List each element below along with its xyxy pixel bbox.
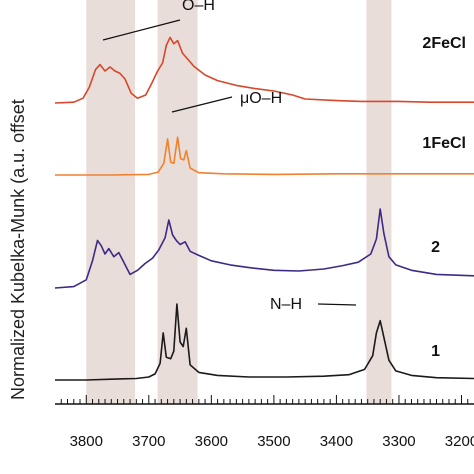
x-tick-label: 3500 xyxy=(257,433,290,450)
series-line-2 xyxy=(54,208,474,289)
mu-oh-leader-line xyxy=(171,96,233,113)
mu-oh-annotation: μO–H xyxy=(240,90,282,107)
shaded-bands xyxy=(86,0,392,404)
x-tick-label: 3300 xyxy=(382,433,415,450)
series-label-2: 2 xyxy=(431,239,440,256)
x-tick-label: 3700 xyxy=(132,433,165,450)
series-line-2fecl xyxy=(54,36,474,104)
x-axis: 3800 3700 3600 3500 3400 3300 3200 xyxy=(55,395,474,450)
shaded-band-1 xyxy=(86,0,136,404)
series-label-2fecl: 2FeCl xyxy=(422,35,466,52)
oh-annotation: O–H xyxy=(182,0,215,14)
oh-leader-line xyxy=(102,19,181,41)
series-line-1 xyxy=(55,303,474,381)
shaded-band-3 xyxy=(366,0,392,404)
y-axis-label: Normalized Kubelka-Munk (a.u. offset xyxy=(8,99,28,400)
nh-leader-line xyxy=(317,303,357,306)
x-tick-label: 3600 xyxy=(195,433,228,450)
series-line-1fecl xyxy=(55,136,474,176)
x-tick-label: 3400 xyxy=(320,433,353,450)
series-label-1: 1 xyxy=(431,343,440,360)
x-tick-label: 3800 xyxy=(70,433,103,450)
series-layer xyxy=(54,36,474,381)
nh-annotation: N–H xyxy=(270,296,302,313)
x-tick-label: 3200 xyxy=(445,433,474,450)
series-labels: 2FeCl 1FeCl 2 1 xyxy=(422,35,466,360)
series-label-1fecl: 1FeCl xyxy=(422,135,466,152)
annotations: O–H μO–H N–H xyxy=(102,0,357,313)
